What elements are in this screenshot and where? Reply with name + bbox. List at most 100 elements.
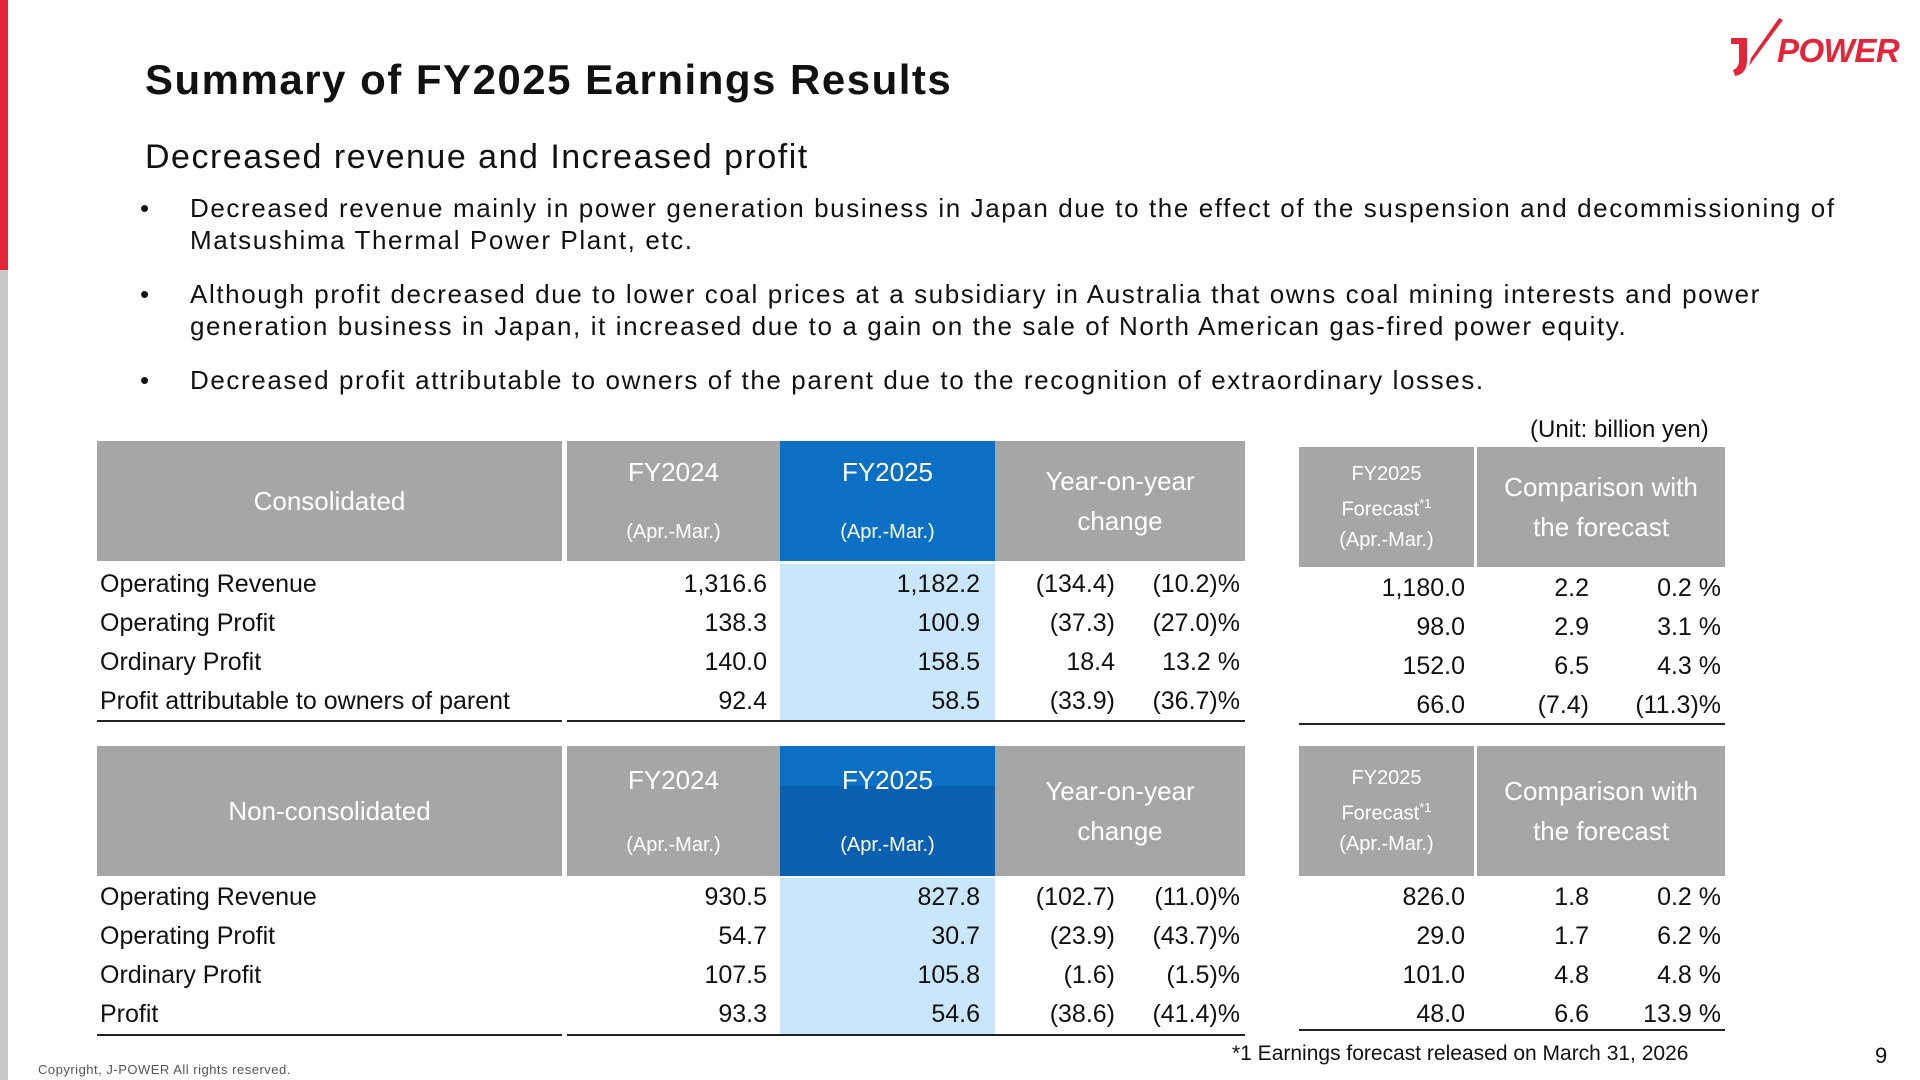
consolidated-header-forecast: FY2025 Forecast*1 (Apr.-Mar.) — [1299, 447, 1474, 567]
consolidated-header-label: Consolidated — [97, 441, 562, 561]
cell-cmp-pct: 4.3 % — [1657, 652, 1721, 680]
bullet-item: • Although profit decreased due to lower… — [140, 278, 1840, 342]
row-label: Operating Revenue — [100, 883, 317, 911]
cell-cmp-abs: 1.7 — [1554, 922, 1589, 950]
cell-yoy-pct: (43.7)% — [1152, 922, 1240, 950]
cell-forecast: 66.0 — [1416, 691, 1465, 719]
jpower-logo: POWER — [1725, 18, 1905, 82]
row-label: Operating Revenue — [100, 570, 317, 598]
cell-cmp-pct: 6.2 % — [1657, 922, 1721, 950]
copyright-notice: Copyright, J-POWER All rights reserved. — [38, 1062, 291, 1077]
bullet-marker: • — [140, 193, 151, 223]
nonconsolidated-header-fy2025: FY2025 (Apr.-Mar.) — [780, 746, 995, 876]
bullet-item: • Decreased profit attributable to owner… — [140, 364, 1840, 396]
cell-fy2025: 827.8 — [917, 883, 980, 911]
bullet-text: Although profit decreased due to lower c… — [190, 279, 1761, 341]
page-title: Summary of FY2025 Earnings Results — [145, 56, 953, 103]
table-bottom-rule — [567, 720, 1245, 722]
cell-cmp-abs: 2.2 — [1554, 574, 1589, 602]
table-bottom-rule — [1299, 1029, 1725, 1031]
cell-cmp-abs: 6.5 — [1554, 652, 1589, 680]
cell-cmp-abs: 1.8 — [1554, 883, 1589, 911]
cell-cmp-abs: 6.6 — [1554, 1000, 1589, 1028]
cell-yoy-abs: (134.4) — [1035, 570, 1115, 598]
nonconsolidated-header-fy2024: FY2024 (Apr.-Mar.) — [567, 746, 780, 876]
cell-yoy-abs: (1.6) — [1063, 961, 1115, 989]
cell-fy2025: 100.9 — [917, 609, 980, 637]
cell-fy2025: 105.8 — [917, 961, 980, 989]
cell-yoy-abs: 18.4 — [1066, 648, 1115, 676]
table-bottom-rule — [97, 1034, 562, 1036]
bullet-marker: • — [140, 279, 151, 309]
logo-text: POWER — [1777, 32, 1900, 69]
cell-yoy-pct: (27.0)% — [1152, 609, 1240, 637]
bullet-item: • Decreased revenue mainly in power gene… — [140, 192, 1840, 256]
bullet-text: Decreased profit attributable to owners … — [190, 365, 1485, 395]
nonconsolidated-header-label: Non-consolidated — [97, 746, 562, 876]
cell-forecast: 152.0 — [1402, 652, 1465, 680]
cell-fy2025: 30.7 — [931, 922, 980, 950]
cell-yoy-abs: (38.6) — [1049, 1000, 1115, 1028]
cell-fy2024: 93.3 — [718, 1000, 767, 1028]
page-number: 9 — [1875, 1043, 1888, 1068]
table-bottom-rule — [567, 1034, 1245, 1036]
cell-yoy-pct: (1.5)% — [1166, 961, 1240, 989]
row-label: Operating Profit — [100, 922, 276, 950]
consolidated-header-fy2025: FY2025 (Apr.-Mar.) — [780, 441, 995, 561]
bullet-list: • Decreased revenue mainly in power gene… — [140, 192, 1840, 418]
cell-forecast: 826.0 — [1402, 883, 1465, 911]
cell-yoy-abs: (102.7) — [1035, 883, 1115, 911]
row-label: Ordinary Profit — [100, 648, 262, 676]
page-subtitle: Decreased revenue and Increased profit — [145, 138, 809, 176]
forecast-footnote: *1 Earnings forecast released on March 3… — [1232, 1042, 1689, 1065]
accent-bar-grey — [0, 270, 8, 1080]
table-bottom-rule — [1299, 723, 1725, 725]
cell-fy2025: 1,182.2 — [896, 570, 980, 598]
row-label: Profit attributable to owners of parent — [100, 687, 510, 715]
consolidated-header-comparison: Comparison with the forecast — [1477, 447, 1725, 567]
cell-cmp-pct: 0.2 % — [1657, 574, 1721, 602]
cell-cmp-pct: 3.1 % — [1657, 613, 1721, 641]
cell-fy2024: 138.3 — [704, 609, 767, 637]
cell-fy2024: 107.5 — [704, 961, 767, 989]
cell-fy2024: 930.5 — [704, 883, 767, 911]
cell-yoy-pct: (36.7)% — [1152, 687, 1240, 715]
cell-cmp-abs: 4.8 — [1554, 961, 1589, 989]
accent-bar-red — [0, 0, 8, 270]
cell-cmp-pct: 4.8 % — [1657, 961, 1721, 989]
cell-fy2024: 1,316.6 — [683, 570, 767, 598]
row-label: Ordinary Profit — [100, 961, 262, 989]
cell-cmp-pct: 0.2 % — [1657, 883, 1721, 911]
cell-yoy-pct: (10.2)% — [1152, 570, 1240, 598]
cell-fy2025: 58.5 — [931, 687, 980, 715]
fy2025-highlight-column — [780, 878, 995, 1035]
cell-fy2024: 92.4 — [718, 687, 767, 715]
cell-cmp-abs: 2.9 — [1554, 613, 1589, 641]
bullet-text: Decreased revenue mainly in power genera… — [190, 193, 1836, 255]
cell-cmp-abs: (7.4) — [1537, 691, 1589, 719]
bullet-marker: • — [140, 365, 151, 395]
cell-yoy-pct: (41.4)% — [1152, 1000, 1240, 1028]
cell-yoy-abs: (23.9) — [1049, 922, 1115, 950]
cell-forecast: 101.0 — [1402, 961, 1465, 989]
cell-yoy-pct: 13.2 % — [1162, 648, 1240, 676]
row-label: Operating Profit — [100, 609, 276, 637]
unit-label: (Unit: billion yen) — [1530, 416, 1709, 443]
cell-forecast: 98.0 — [1416, 613, 1465, 641]
cell-yoy-abs: (33.9) — [1049, 687, 1115, 715]
row-label: Profit — [100, 1000, 159, 1028]
cell-fy2025: 54.6 — [931, 1000, 980, 1028]
cell-yoy-pct: (11.0)% — [1154, 883, 1240, 911]
fy2025-highlight-column — [780, 564, 995, 721]
cell-fy2024: 140.0 — [704, 648, 767, 676]
cell-forecast: 29.0 — [1416, 922, 1465, 950]
cell-fy2024: 54.7 — [718, 922, 767, 950]
cell-cmp-pct: 13.9 % — [1643, 1000, 1721, 1028]
consolidated-header-yoy: Year-on-year change — [995, 441, 1245, 561]
table-bottom-rule — [97, 720, 562, 722]
cell-forecast: 48.0 — [1416, 1000, 1465, 1028]
cell-yoy-abs: (37.3) — [1049, 609, 1115, 637]
logo-mark-icon — [1731, 18, 1783, 76]
nonconsolidated-header-forecast: FY2025 Forecast*1 (Apr.-Mar.) — [1299, 746, 1474, 876]
nonconsolidated-header-comparison: Comparison with the forecast — [1477, 746, 1725, 876]
